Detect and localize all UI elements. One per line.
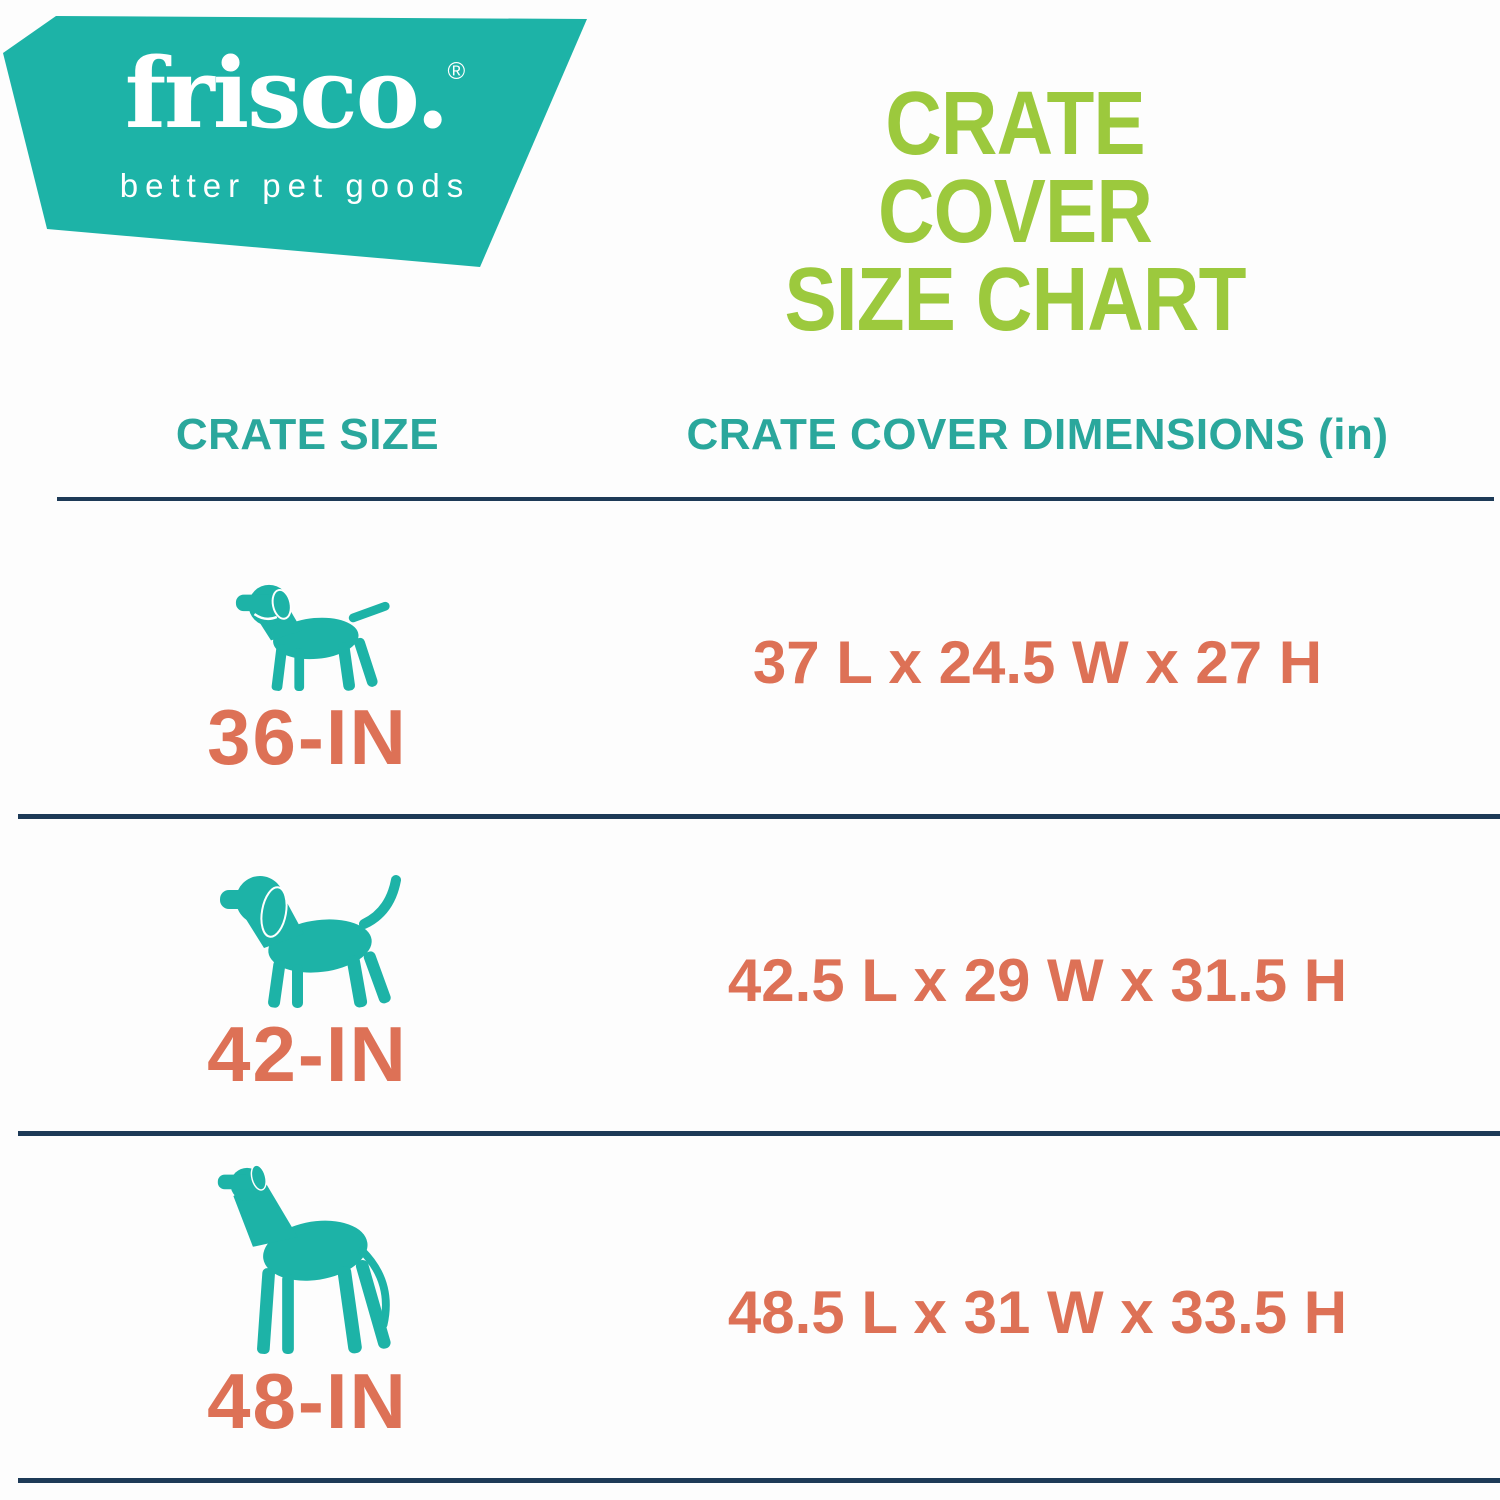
crate-size-label: 42-IN (207, 1010, 408, 1098)
labrador-icon (235, 584, 390, 692)
dimensions-value: 42.5 L x 29 W x 31.5 H (727, 947, 1348, 1014)
title-line-1: CRATE COVER (877, 74, 1153, 263)
logo-tagline: better pet goods (119, 167, 471, 204)
great-dane-icon (217, 1164, 391, 1355)
registered-mark-icon: ® (447, 58, 466, 85)
dimensions-value: 48.5 L x 31 W x 33.5 H (727, 1279, 1348, 1346)
table-row: 36-IN 37 L x 24.5 W x 27 H (0, 499, 1500, 814)
brand-banner: frisco.® better pet goods (3, 16, 587, 268)
table-row: 48-IN 48.5 L x 31 W x 33.5 H (0, 1136, 1500, 1478)
table-row: 42-IN 42.5 L x 29 W x 31.5 H (0, 819, 1500, 1131)
table-header-row: CRATE SIZE CRATE COVER DIMENSIONS (in) (0, 400, 1500, 470)
beagle-icon (219, 875, 401, 1008)
crate-size-label: 48-IN (207, 1357, 408, 1445)
frisco-logo: frisco.® (3, 43, 587, 145)
crate-size-label: 36-IN (207, 693, 408, 781)
row-divider (18, 1131, 1500, 1136)
dimensions-value: 37 L x 24.5 W x 27 H (752, 628, 1323, 696)
column-header-dimensions: CRATE COVER DIMENSIONS (in) (686, 410, 1389, 459)
frisco-logo-text: frisco. (124, 37, 450, 150)
row-divider (18, 814, 1500, 819)
title-line-2: SIZE CHART (784, 250, 1246, 351)
page-title: CRATE COVER SIZE CHART (741, 74, 1289, 351)
header-divider (57, 497, 1494, 501)
column-header-crate-size: CRATE SIZE (175, 410, 440, 459)
bottom-divider (18, 1478, 1500, 1483)
